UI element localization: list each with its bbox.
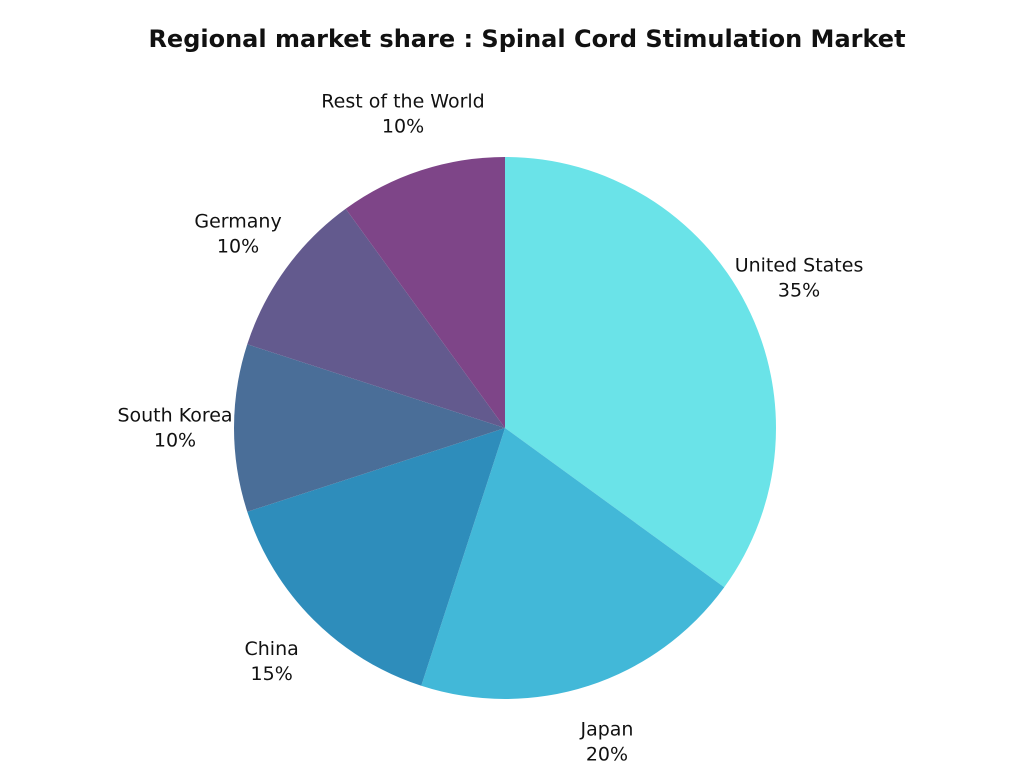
pie-slice [421,428,725,699]
slice-label: China [245,638,299,660]
pie-slice [234,344,506,512]
slice-value-label: 20% [586,743,628,765]
slice-value-label: 10% [154,430,196,452]
slice-value-label: 15% [251,663,293,685]
slice-value-label: 35% [778,280,820,302]
slice-label: Japan [579,718,633,740]
pie-slice [247,428,506,686]
slice-label: Germany [194,211,281,233]
pie-slice [505,157,777,588]
pie-slice [247,208,506,428]
slice-label: South Korea [117,405,232,427]
chart-title: Regional market share : Spinal Cord Stim… [148,25,905,53]
pie-slice [345,157,505,428]
slice-value-label: 10% [382,116,424,138]
slice-value-label: 10% [217,236,259,258]
slice-label: United States [735,255,864,277]
slice-label: Rest of the World [321,91,484,113]
